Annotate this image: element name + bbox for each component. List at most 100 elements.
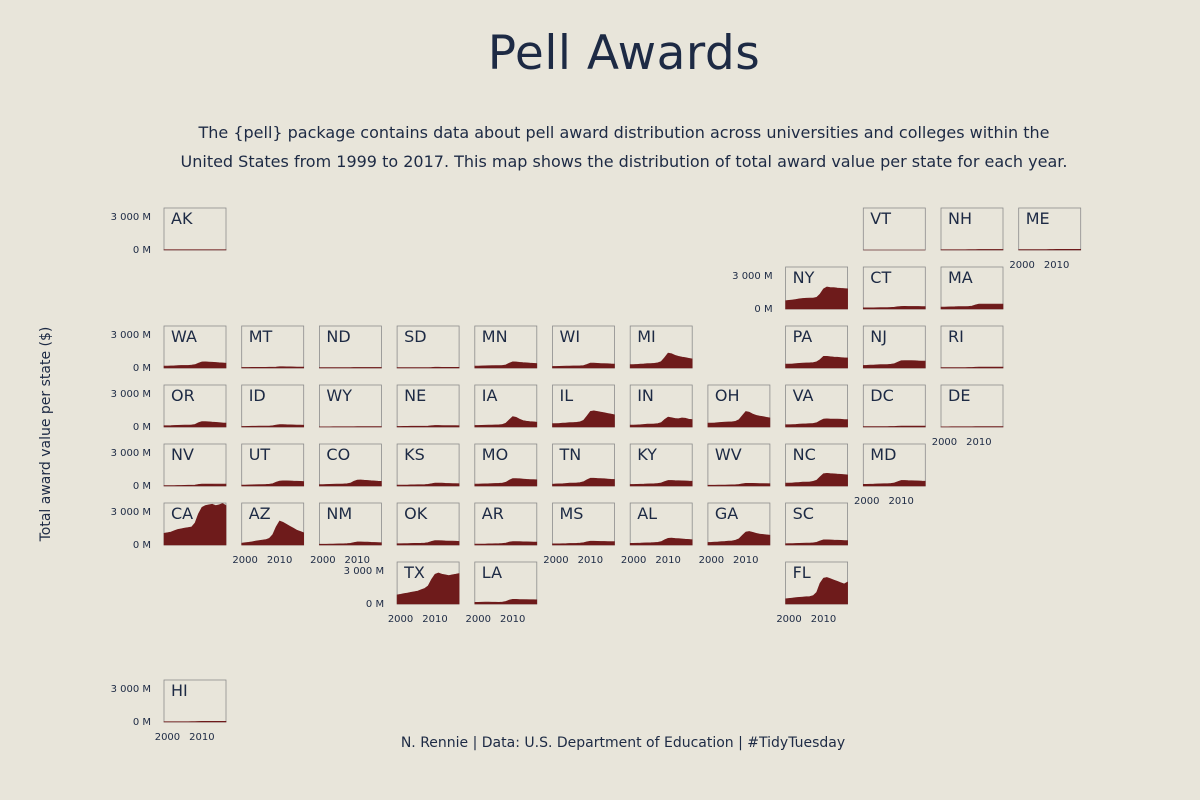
x-tick-label: 2000 [776, 614, 801, 625]
state-label-mo: MO [482, 445, 508, 464]
y-tick-label: 0 M [133, 540, 151, 551]
y-tick-label: 3 000 M [344, 566, 384, 577]
state-panel-wy: WY [318, 384, 382, 428]
area-series-ar [474, 541, 538, 546]
state-panel-hi: HI 3 000 M 0 M 2000 2010 [111, 679, 227, 743]
state-panel-ia: IA [474, 384, 538, 428]
state-label-dc: DC [870, 386, 894, 405]
area-series-md [863, 480, 926, 487]
state-label-id: ID [249, 386, 266, 405]
state-label-pa: PA [793, 327, 813, 346]
area-series-wv [707, 483, 771, 487]
area-series-sc [785, 539, 848, 546]
area-series-or [163, 421, 227, 428]
state-label-ga: GA [715, 504, 738, 523]
state-label-va: VA [793, 386, 814, 405]
state-label-sd: SD [404, 327, 426, 346]
y-tick-label: 0 M [366, 599, 384, 610]
x-tick-label: 2010 [422, 614, 447, 625]
y-tick-label: 3 000 M [732, 271, 772, 282]
area-series-la [474, 599, 538, 605]
x-tick-label: 2010 [500, 614, 525, 625]
x-tick-label: 2010 [655, 555, 680, 566]
state-panel-ri: RI [940, 325, 1004, 369]
state-panel-sd: SD [396, 325, 460, 369]
state-label-me: ME [1026, 209, 1050, 228]
state-panel-ut: UT [241, 443, 305, 487]
area-series-pa [785, 356, 848, 369]
area-series-al [629, 537, 693, 546]
state-panel-pa: PA [785, 325, 848, 369]
area-series-ny [785, 286, 848, 310]
area-series-me [1018, 249, 1081, 251]
area-series-de [940, 426, 1004, 428]
state-label-la: LA [482, 563, 502, 582]
x-tick-label: 2000 [388, 614, 413, 625]
state-label-az: AZ [249, 504, 271, 523]
area-series-ms [552, 540, 615, 546]
state-label-mn: MN [482, 327, 508, 346]
state-label-sc: SC [793, 504, 814, 523]
area-series-co [319, 479, 382, 487]
state-label-nd: ND [326, 327, 350, 346]
state-panel-ak: AK 3 000 M 0 M [111, 207, 227, 256]
area-series-ok [396, 540, 460, 546]
state-label-ks: KS [404, 445, 425, 464]
chart-subtitle: The {pell} package contains data about p… [180, 123, 1068, 171]
state-panel-id: ID [241, 384, 305, 428]
state-panel-la: LA 2000 2010 [466, 561, 538, 625]
state-label-ms: MS [560, 504, 584, 523]
x-tick-label: 2000 [699, 555, 724, 566]
area-series-ct [863, 305, 926, 310]
y-tick-label: 3 000 M [111, 389, 151, 400]
state-panel-fl: FL 2000 2010 [776, 561, 848, 625]
caption: N. Rennie | Data: U.S. Department of Edu… [400, 735, 846, 751]
state-label-ca: CA [171, 504, 193, 523]
state-panel-de: DE 2000 2010 [932, 384, 1004, 448]
state-panel-ok: OK [396, 502, 460, 546]
y-tick-label: 0 M [754, 304, 772, 315]
x-tick-label: 2010 [578, 555, 603, 566]
area-series-mt [241, 366, 304, 369]
area-series-mo [474, 478, 538, 487]
state-panel-in: IN [629, 384, 693, 428]
state-label-ri: RI [948, 327, 964, 346]
y-tick-label: 0 M [133, 363, 151, 374]
area-series-mn [474, 361, 538, 369]
state-label-nh: NH [948, 209, 972, 228]
state-label-ny: NY [793, 268, 815, 287]
state-label-wa: WA [171, 327, 197, 346]
area-series-in [629, 416, 693, 428]
y-tick-label: 3 000 M [111, 212, 151, 223]
x-tick-label: 2010 [189, 732, 214, 743]
state-panel-nd: ND [318, 325, 382, 369]
area-series-tx [396, 572, 460, 605]
x-tick-label: 2010 [966, 437, 991, 448]
state-panel-sc: SC [785, 502, 848, 546]
area-series-ma [940, 303, 1004, 310]
x-tick-label: 2010 [345, 555, 370, 566]
state-label-ar: AR [482, 504, 504, 523]
state-panel-mt: MT [241, 325, 305, 369]
state-panel-mo: MO [474, 443, 538, 487]
state-label-ia: IA [482, 386, 498, 405]
state-label-wv: WV [715, 445, 742, 464]
state-panel-al: AL 2000 2010 [621, 502, 693, 566]
state-label-nm: NM [326, 504, 352, 523]
area-series-ky [629, 480, 693, 487]
state-panel-or: OR 3 000 M 0 M [111, 384, 227, 433]
state-panel-ga: GA 2000 2010 [699, 502, 771, 566]
state-label-nv: NV [171, 445, 194, 464]
state-panel-va: VA [785, 384, 848, 428]
y-tick-label: 3 000 M [111, 448, 151, 459]
y-tick-label: 3 000 M [111, 507, 151, 518]
x-tick-label: 2010 [811, 614, 836, 625]
area-series-sd [396, 366, 460, 369]
area-series-wa [163, 361, 227, 369]
state-label-ak: AK [171, 209, 193, 228]
area-series-ut [241, 480, 304, 487]
state-label-mi: MI [637, 327, 656, 346]
area-series-ia [474, 416, 538, 428]
x-tick-label: 2000 [155, 732, 180, 743]
